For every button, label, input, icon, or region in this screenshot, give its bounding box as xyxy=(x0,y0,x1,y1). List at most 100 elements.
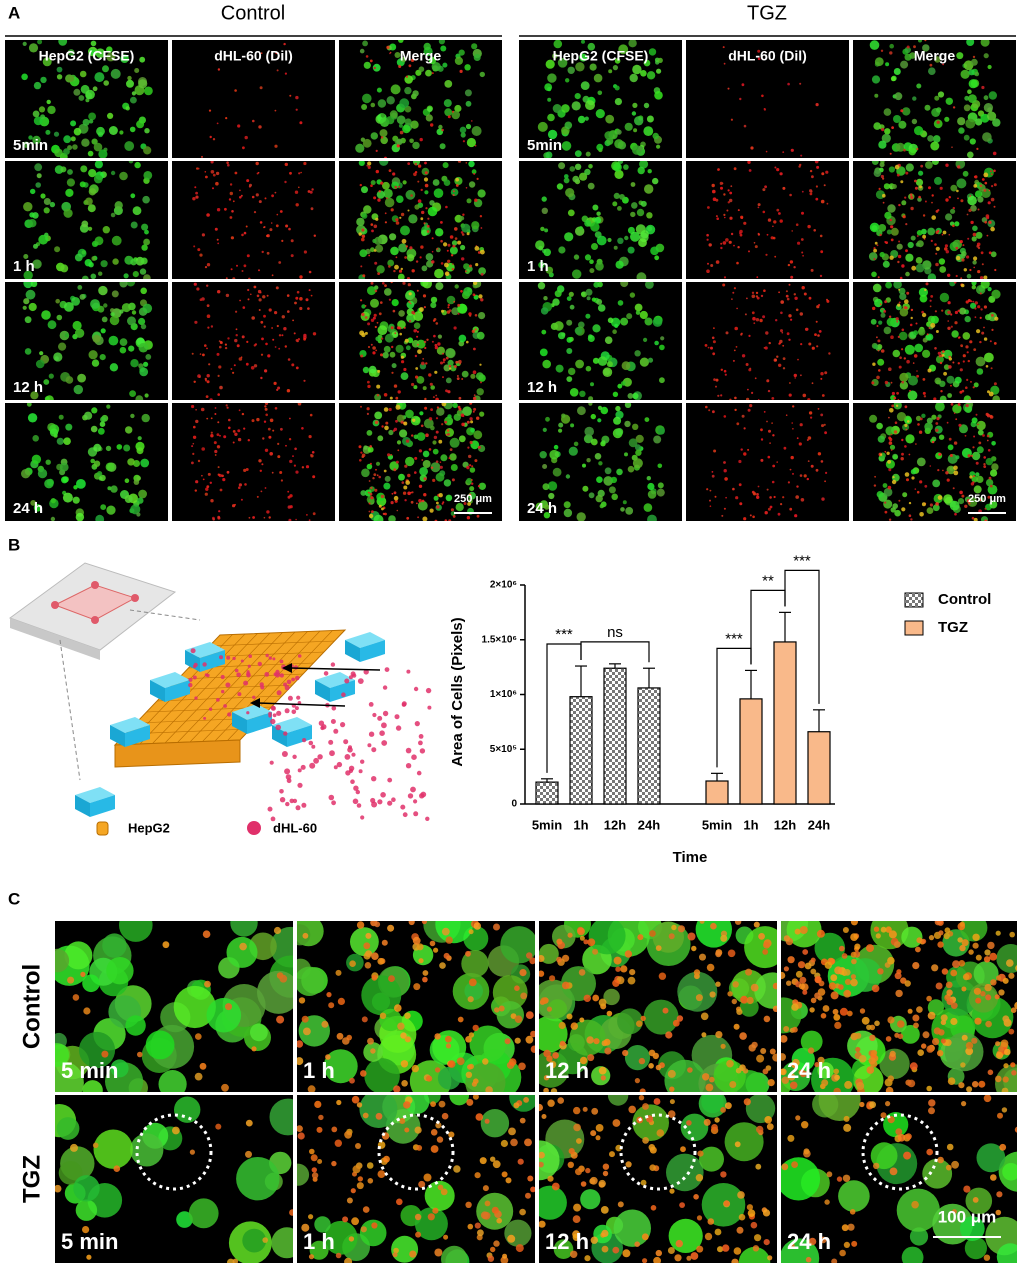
row-label: Control xyxy=(18,964,45,1049)
cell xyxy=(669,1099,675,1105)
significance-label: *** xyxy=(555,626,573,643)
cell xyxy=(817,408,820,410)
cell xyxy=(915,946,921,953)
cell xyxy=(251,195,255,199)
cell xyxy=(1001,1087,1009,1092)
cell xyxy=(990,173,993,176)
cell xyxy=(736,307,738,310)
cell xyxy=(791,1003,799,1011)
cell xyxy=(269,452,274,456)
cell xyxy=(205,487,209,491)
cell xyxy=(919,512,924,517)
cell xyxy=(931,161,939,165)
cell xyxy=(657,463,663,469)
cell xyxy=(893,430,898,434)
cell xyxy=(904,53,912,61)
cell xyxy=(589,268,595,274)
cell xyxy=(384,197,395,208)
cell xyxy=(83,1007,91,1015)
cell xyxy=(444,262,449,268)
cell xyxy=(431,340,434,343)
column-header: dHL-60 (Dil) xyxy=(728,48,807,64)
cell xyxy=(563,501,571,509)
image-bg xyxy=(686,161,849,279)
cell xyxy=(237,692,242,697)
cell xyxy=(983,188,987,192)
cell xyxy=(731,298,733,300)
cell xyxy=(573,441,579,447)
cell xyxy=(876,375,880,380)
cell xyxy=(788,393,792,397)
cell xyxy=(110,308,115,313)
cell xyxy=(1014,1001,1017,1010)
cell xyxy=(23,282,33,289)
cell xyxy=(967,454,971,458)
cell xyxy=(400,372,409,380)
cell xyxy=(137,1051,143,1058)
cell xyxy=(247,439,250,442)
cell xyxy=(632,64,642,75)
bar xyxy=(705,780,729,805)
cell xyxy=(954,376,962,384)
cell xyxy=(595,1124,604,1132)
cell xyxy=(977,429,984,436)
cell xyxy=(453,190,455,193)
cell xyxy=(565,78,570,83)
pillar-side xyxy=(75,795,90,817)
cell xyxy=(975,472,980,477)
cell xyxy=(93,443,102,452)
cell xyxy=(130,258,137,266)
micrograph xyxy=(539,1095,777,1263)
pillar-side xyxy=(315,680,330,702)
cell xyxy=(898,365,902,369)
cell xyxy=(764,511,768,515)
cell xyxy=(95,48,106,58)
cell xyxy=(1006,959,1014,967)
cell xyxy=(387,259,395,267)
cell xyxy=(276,1015,285,1024)
cell xyxy=(537,282,546,290)
cell xyxy=(711,183,715,188)
cell xyxy=(377,435,384,442)
cell xyxy=(929,299,932,302)
cell xyxy=(469,314,472,317)
cell xyxy=(196,287,200,291)
micrograph xyxy=(55,921,293,1092)
cell xyxy=(244,135,248,140)
cell xyxy=(493,923,500,931)
cell xyxy=(959,424,968,434)
cell xyxy=(424,406,428,410)
cell xyxy=(451,478,455,482)
cell xyxy=(816,165,820,169)
cell xyxy=(823,423,826,426)
image-content xyxy=(686,40,849,158)
cell xyxy=(45,129,51,135)
cell xyxy=(406,254,415,262)
cell xyxy=(723,461,726,464)
cell xyxy=(910,518,913,521)
cell xyxy=(991,463,999,471)
cell xyxy=(362,1206,370,1213)
cell xyxy=(301,1015,309,1023)
cell xyxy=(627,393,634,399)
cell xyxy=(604,336,613,345)
cell xyxy=(297,338,301,341)
cell xyxy=(325,1054,331,1060)
cell xyxy=(144,229,149,235)
cell xyxy=(442,62,448,68)
cell xyxy=(110,212,116,218)
cell xyxy=(392,172,396,176)
cell xyxy=(494,1007,500,1013)
cell xyxy=(985,994,992,1001)
cell xyxy=(404,499,407,502)
cell xyxy=(630,211,636,218)
cell xyxy=(796,437,799,440)
cell xyxy=(960,199,964,203)
cell xyxy=(926,417,933,424)
cell xyxy=(371,952,379,960)
cell xyxy=(642,1137,649,1144)
micrograph xyxy=(339,40,502,158)
cell xyxy=(886,451,890,455)
cell xyxy=(898,240,901,243)
cell xyxy=(780,300,784,304)
